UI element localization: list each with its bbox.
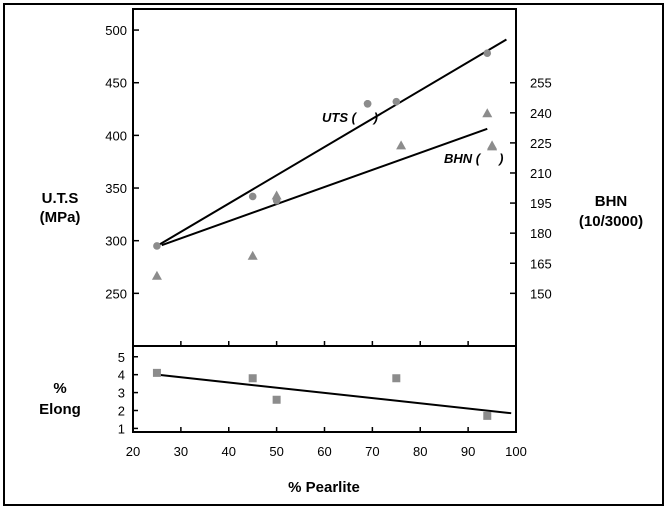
x-tick-label: 20	[126, 444, 140, 459]
uts-tick-label: 300	[105, 234, 127, 249]
elong-tick-label: 5	[118, 350, 125, 365]
uts-tick-label: 350	[105, 181, 127, 196]
x-tick-label: 40	[222, 444, 236, 459]
elong-axis-title-line1: %	[53, 380, 66, 397]
lower-markers	[152, 368, 492, 420]
bhn-tick-label: 210	[530, 166, 552, 181]
bhn-label-close: )	[497, 151, 503, 166]
elong-axis: 1 2 3 4 5	[118, 350, 138, 436]
bhn-point	[271, 190, 282, 200]
bhn-axis-title-line2: (10/3000)	[579, 213, 643, 230]
bhn-label-marker	[487, 141, 498, 151]
x-tick-label: 30	[174, 444, 188, 459]
elong-point	[272, 395, 281, 404]
uts-point	[153, 242, 161, 250]
bhn-fit-line	[161, 127, 488, 247]
x-tick-label: 90	[461, 444, 475, 459]
x-tick-label: 100	[505, 444, 527, 459]
elong-point	[483, 411, 492, 420]
uts-point	[392, 97, 401, 106]
upper-markers: ))	[151, 49, 503, 280]
x-tick-label: 60	[317, 444, 331, 459]
elong-point	[152, 368, 161, 377]
x-tick-label: 80	[413, 444, 427, 459]
bhn-point	[247, 250, 258, 260]
bhn-point	[151, 270, 162, 280]
uts-series-label: UTS (	[322, 110, 358, 125]
bhn-tick-label: 165	[530, 256, 552, 271]
uts-point	[248, 192, 257, 201]
outer-frame	[3, 3, 664, 506]
uts-tick-label: 400	[105, 128, 127, 143]
upper-panel: 250 300 350 400 450 500 150 165 180 195 210 225 240…	[105, 8, 552, 347]
bhn-series-label: BHN (	[444, 151, 482, 166]
x-tick-label: 50	[269, 444, 283, 459]
uts-axis: 250 300 350 400 450 500	[105, 23, 139, 301]
bhn-axis: 150 165 180 195 210 225 240 255	[510, 76, 552, 301]
uts-fit-line	[156, 38, 507, 247]
uts-tick-label: 500	[105, 23, 127, 38]
elong-fit-line	[156, 373, 512, 415]
bhn-tick-label: 225	[530, 136, 552, 151]
uts-axis-title-line1: U.T.S	[42, 190, 79, 207]
bhn-tick-label: 195	[530, 196, 552, 211]
lower-fit-line	[156, 373, 512, 415]
uts-axis-title-line2: (MPa)	[40, 209, 81, 226]
bhn-point	[482, 108, 493, 118]
elong-tick-label: 4	[118, 368, 125, 383]
upper-fit-lines	[156, 38, 507, 247]
bhn-tick-label: 255	[530, 76, 552, 91]
elong-tick-label: 1	[118, 421, 125, 436]
x-axis-title: % Pearlite	[288, 479, 360, 496]
x-tick-label: 70	[365, 444, 379, 459]
elong-tick-label: 3	[118, 386, 125, 401]
uts-label-close: )	[372, 110, 378, 125]
elong-point	[392, 374, 401, 383]
x-axis: 20 30 40 50 60 70 80 90 100	[126, 341, 527, 459]
uts-tick-label: 450	[105, 76, 127, 91]
elong-tick-label: 2	[118, 404, 125, 419]
bhn-tick-label: 180	[530, 226, 552, 241]
elong-axis-title-line2: Elong	[39, 401, 81, 418]
bhn-tick-label: 150	[530, 286, 552, 301]
uts-tick-label: 250	[105, 286, 127, 301]
bhn-axis-title-line1: BHN	[595, 193, 628, 210]
uts-point	[483, 49, 492, 58]
elong-point	[248, 374, 257, 383]
uts-label-marker	[363, 99, 372, 108]
bhn-tick-label: 240	[530, 106, 552, 121]
bhn-point	[396, 140, 407, 150]
